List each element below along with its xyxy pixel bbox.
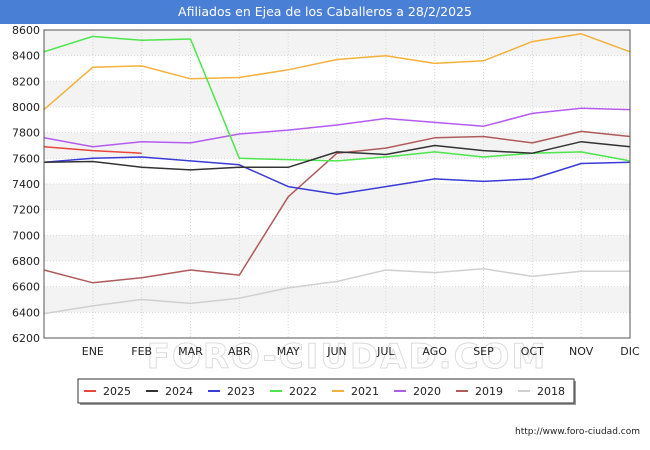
legend-label-2023: 2023 bbox=[227, 385, 255, 398]
series-line-2023 bbox=[43, 156, 631, 196]
series-lines bbox=[43, 33, 631, 315]
series-line-2019 bbox=[43, 130, 631, 284]
y-tick-label: 6400 bbox=[12, 306, 40, 319]
legend-label-2018: 2018 bbox=[537, 385, 565, 398]
x-tick-label: ABR bbox=[228, 345, 251, 358]
legend-label-2020: 2020 bbox=[413, 385, 441, 398]
y-axis: 6200 6400 6600 6800 7000 7200 7400 7600 7800 8000… bbox=[12, 24, 40, 345]
x-tick-label: MAR bbox=[178, 345, 203, 358]
y-tick-label: 7400 bbox=[12, 178, 40, 191]
plot-band bbox=[44, 286, 630, 313]
legend-box bbox=[77, 378, 575, 404]
x-tick-label: JUL bbox=[376, 345, 395, 358]
plot-band bbox=[44, 81, 630, 107]
plot-band bbox=[44, 132, 630, 159]
y-tick-label: 8400 bbox=[12, 50, 40, 63]
source-url[interactable]: http://www.foro-ciudad.com bbox=[515, 427, 640, 437]
x-tick-label: MAY bbox=[277, 345, 300, 358]
x-tick-label: OCT bbox=[521, 345, 544, 358]
watermark: FORO-CIUDAD.COM bbox=[147, 337, 548, 377]
x-tick-label: FEB bbox=[131, 345, 152, 358]
x-tick-label: ENE bbox=[82, 345, 104, 358]
legend-label-2025: 2025 bbox=[103, 385, 131, 398]
y-tick-label: 8600 bbox=[12, 24, 40, 37]
x-axis: ENE FEB MAR ABR MAY JUN JUL AGO SEP OCT NOV DIC bbox=[82, 345, 640, 358]
x-tick-label: DIC bbox=[620, 345, 640, 358]
plot-band bbox=[44, 235, 630, 261]
x-tick-label: AGO bbox=[422, 345, 447, 358]
legend-label-2022: 2022 bbox=[289, 385, 317, 398]
y-tick-label: 6800 bbox=[12, 255, 40, 268]
legend: 2025 2024 2023 2022 2021 2020 2019 2018 bbox=[77, 378, 576, 405]
series-line-2018 bbox=[43, 267, 630, 315]
y-tick-label: 7000 bbox=[12, 229, 40, 242]
gridlines bbox=[44, 29, 630, 339]
plot-band bbox=[44, 184, 630, 210]
series-line-2024 bbox=[43, 140, 631, 171]
series-line-2020 bbox=[43, 107, 631, 148]
legend-label-2021: 2021 bbox=[351, 385, 379, 398]
y-tick-label: 8000 bbox=[12, 101, 40, 114]
series-line-2021 bbox=[43, 33, 631, 111]
y-tick-label: 6200 bbox=[12, 332, 40, 345]
y-tick-label: 7600 bbox=[12, 152, 40, 165]
x-tick-label: JUN bbox=[326, 345, 347, 358]
y-tick-label: 6600 bbox=[12, 281, 40, 294]
x-tick-label: SEP bbox=[473, 345, 494, 358]
y-tick-label: 8200 bbox=[12, 75, 40, 88]
series-line-2025 bbox=[43, 146, 142, 154]
chart-title: Afiliados en Ejea de los Caballeros a 28… bbox=[0, 0, 650, 24]
y-tick-label: 7200 bbox=[12, 204, 40, 217]
legend-label-2019: 2019 bbox=[475, 385, 503, 398]
x-tick-label: NOV bbox=[569, 345, 594, 358]
y-tick-label: 7800 bbox=[12, 127, 40, 140]
plot-frame bbox=[43, 29, 631, 339]
legend-label-2024: 2024 bbox=[165, 385, 193, 398]
